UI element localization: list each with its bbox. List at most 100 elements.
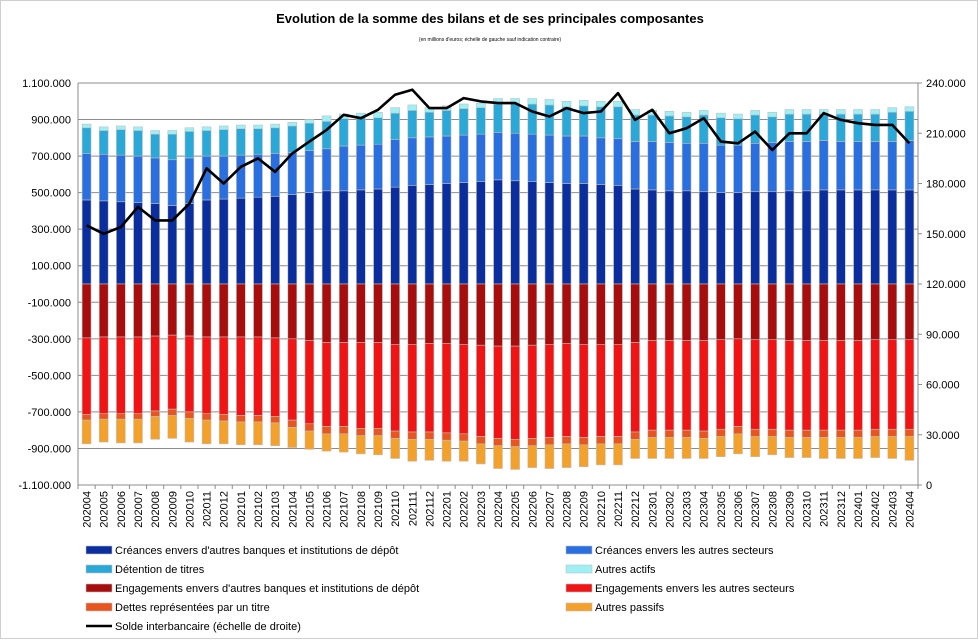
x-tick-label: 202102 (253, 491, 265, 528)
bar-segment (390, 438, 400, 459)
x-tick-label: 202302 (664, 491, 676, 528)
bar-segment (338, 283, 349, 343)
x-tick-label: 202203 (476, 491, 488, 528)
bar-segment (321, 148, 332, 192)
bar-segment (767, 116, 778, 143)
bar-segment (801, 340, 812, 431)
bar-segment (304, 119, 315, 124)
bar-segment (870, 436, 880, 458)
bar-segment (733, 433, 743, 455)
x-tick-label: 202110 (390, 491, 402, 527)
bar-segment (321, 433, 332, 452)
bar-segment (681, 143, 692, 192)
bar-segment (544, 437, 555, 446)
bar-segment (373, 435, 383, 456)
y-left-tick-label: 900.000 (31, 115, 71, 127)
bar-segment (458, 108, 469, 136)
bar-segment (493, 103, 503, 133)
y-left-tick-label: 700.000 (31, 151, 71, 163)
y-right-tick-label: 180.000 (926, 179, 966, 191)
bar-segment (887, 436, 898, 459)
bar-segment (527, 344, 538, 439)
bar-segment (458, 440, 469, 462)
x-tick-label: 202304 (699, 491, 711, 528)
bar-segment (733, 113, 743, 119)
bar-segment (853, 283, 863, 341)
bar-segment (81, 127, 92, 154)
bar-segment (767, 191, 778, 285)
bar-segment (373, 117, 383, 145)
bar-segment (407, 185, 418, 285)
bar-segment (853, 437, 863, 459)
bar-segment (733, 338, 743, 427)
bar-segment (201, 336, 212, 415)
x-tick-label: 202211 (613, 491, 625, 527)
x-tick-label: 202105 (304, 491, 316, 528)
bar-segment (613, 436, 623, 445)
bar-segment (733, 283, 743, 340)
x-axis-ticks: 202004 202005 202006 202007 202008 202009 2020… (82, 491, 917, 528)
bar-segment (356, 435, 366, 455)
bar-segment (887, 107, 898, 113)
bar-segment (441, 283, 452, 344)
bar-segment (81, 199, 92, 285)
bar-segment (287, 194, 298, 285)
x-tick-label: 202402 (870, 491, 882, 528)
bar-segment (818, 340, 829, 431)
x-tick-label: 202210 (596, 491, 608, 528)
bar-segment (150, 133, 160, 159)
bar-segment (493, 179, 503, 285)
bar-segment (527, 438, 538, 447)
x-tick-label: 202310 (802, 491, 814, 528)
x-tick-label: 202308 (767, 491, 779, 528)
bar-segment (767, 111, 778, 118)
x-tick-label: 202204 (493, 491, 505, 528)
bar-segment (201, 199, 212, 285)
x-tick-label: 202112 (424, 491, 436, 527)
bar-segment (356, 189, 366, 285)
bar-segment (321, 426, 332, 435)
bar-segment (476, 283, 486, 346)
left-axis-ticks: 1.100.000 900.000 700.000 500.000 300.000 100… (18, 78, 71, 492)
bar-segment (750, 110, 760, 116)
bar-segment (630, 283, 640, 343)
bar-segment (836, 283, 846, 341)
bar-segment (458, 182, 469, 285)
bar-segment (887, 428, 898, 437)
bar-segment (476, 133, 486, 182)
bar-segment (493, 345, 503, 439)
bar-segment (510, 283, 520, 347)
bar-segment (253, 128, 263, 155)
bar-segment (390, 112, 400, 140)
bar-segment (750, 191, 760, 285)
y-right-tick-label: 60.000 (926, 380, 960, 392)
bar-segment (441, 183, 452, 285)
bar-segment (458, 343, 469, 435)
bar-segment (81, 414, 92, 421)
bar-segment (218, 336, 229, 415)
bar-segment (664, 142, 675, 192)
legend-label: Dettes représentées par un titre (115, 602, 270, 614)
bar-segment (218, 155, 229, 200)
bar-segment (698, 110, 709, 116)
bar-segment (218, 420, 229, 445)
legend-label: Autres passifs (595, 602, 665, 614)
bar-segment (218, 198, 229, 285)
bar-segment (407, 110, 418, 139)
bar-segment (424, 283, 435, 344)
x-tick-label: 202306 (733, 491, 745, 528)
bar-segment (116, 413, 126, 420)
bar-segment (133, 130, 143, 157)
x-tick-label: 202106 (322, 491, 334, 528)
bar-segment (270, 127, 280, 154)
bar-segment (236, 124, 246, 129)
bar-segment (133, 418, 143, 444)
x-tick-label: 202309 (784, 491, 796, 528)
bar-segment (287, 419, 298, 428)
bar-segment (218, 283, 229, 338)
x-tick-label: 202004 (82, 491, 94, 528)
bar-segment (887, 141, 898, 191)
y-right-tick-label: 240.000 (926, 78, 966, 90)
bar-segment (201, 155, 212, 201)
x-tick-label: 202206 (527, 491, 539, 528)
